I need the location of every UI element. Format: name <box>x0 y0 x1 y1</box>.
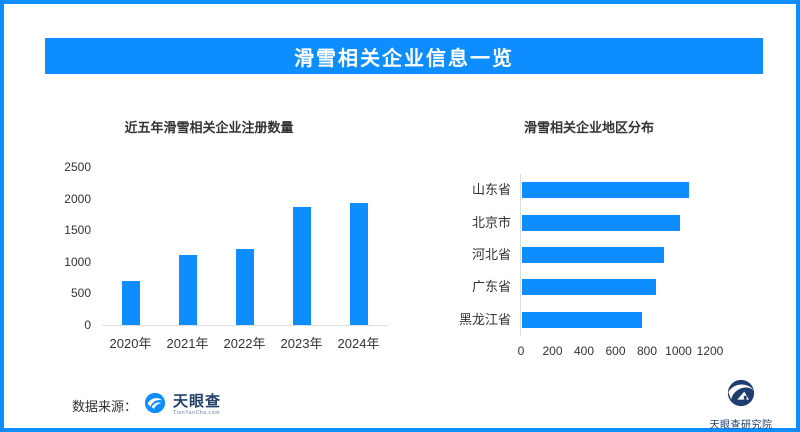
chart-regions-title: 滑雪相关企业地区分布 <box>523 120 654 135</box>
bar-2020年 <box>121 280 140 325</box>
regions-plot-area: 山东省北京市河北省广东省黑龙江省 0 200 400 600 800 1000 1200 <box>459 174 723 358</box>
y-axis-tick: 2000 <box>64 191 91 206</box>
x-axis-label: 2020年 <box>109 336 152 351</box>
y-axis-tick: 1500 <box>64 223 91 238</box>
x-axis-label: 2023年 <box>280 336 323 351</box>
y-axis-tick: 2500 <box>64 160 91 174</box>
x-axis-tick: 1000 <box>665 344 692 358</box>
x-axis-tick: 800 <box>636 344 658 358</box>
y-axis-tick: 1000 <box>64 254 91 269</box>
category-label: 黑龙江省 <box>458 311 511 327</box>
data-source: 数据来源： 天眼查 TianYanCha.com <box>72 387 221 423</box>
x-axis-tick: 400 <box>573 344 595 358</box>
institute-logo-icon <box>726 378 756 413</box>
x-axis-label: 2022年 <box>223 336 266 351</box>
chart-registrations: 近五年滑雪相关企业注册数量 0 500 1000 1500 2000 2500 2020年 2… <box>59 112 399 362</box>
bar-广东省 <box>522 279 656 296</box>
bar-河北省 <box>522 247 664 263</box>
category-label: 河北省 <box>471 247 511 262</box>
chart-registrations-title: 近五年滑雪相关企业注册数量 <box>124 120 294 135</box>
page-title: 滑雪相关企业信息一览 <box>45 38 763 74</box>
x-axis-tick: 600 <box>605 344 626 358</box>
x-axis-tick: 0 <box>517 344 525 358</box>
category-label: 山东省 <box>471 182 511 198</box>
registrations-plot-area: 0 500 1000 1500 2000 2500 2020年 2021年 2022年 2023年… <box>64 160 387 351</box>
tianyancha-domain: TianYanCha.com <box>173 410 221 416</box>
institute-branding: 天眼查研究院 <box>702 378 780 431</box>
tianyancha-wordmark: 天眼查 TianYanCha.com <box>173 394 221 416</box>
x-axis-label: 2021年 <box>166 336 209 351</box>
category-label: 广东省 <box>471 279 511 295</box>
category-label: 北京市 <box>471 214 511 230</box>
bar-黑龙江省 <box>522 311 642 328</box>
bar-山东省 <box>522 182 689 199</box>
bar-2024年 <box>349 203 368 325</box>
bar-2023年 <box>292 207 311 325</box>
tianyancha-logo-icon <box>144 392 166 419</box>
data-source-label: 数据来源： <box>72 398 138 414</box>
y-axis-tick: 0 <box>84 318 91 332</box>
bar-2022年 <box>235 249 254 325</box>
chart-regions: 滑雪相关企业地区分布 山东省北京市河北省广东省黑龙江省 0 200 400 600 800… <box>444 112 764 362</box>
y-axis-tick: 500 <box>70 286 91 301</box>
institute-name: 天眼查研究院 <box>709 420 773 431</box>
tianyancha-name: 天眼查 <box>173 393 222 410</box>
bar-2021年 <box>178 255 197 325</box>
x-axis-tick: 1200 <box>696 344 724 358</box>
x-axis-tick: 200 <box>542 344 563 358</box>
bar-北京市 <box>522 214 680 231</box>
x-axis-label: 2024年 <box>337 336 380 351</box>
